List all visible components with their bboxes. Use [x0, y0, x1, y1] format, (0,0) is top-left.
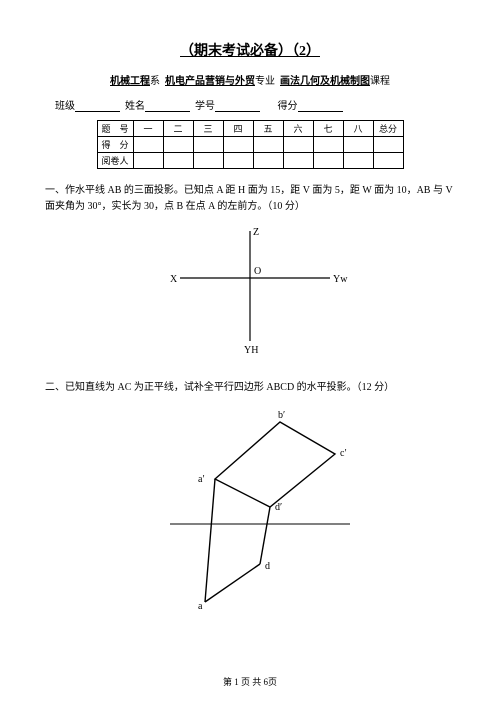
table-row: 题 号 一 二 三 四 五 六 七 八 总分 [97, 121, 403, 137]
cell [373, 137, 403, 153]
upper-parallelogram [215, 422, 335, 507]
page-footer: 第 1 页 共 6页 [0, 675, 500, 688]
score-blank [298, 102, 343, 112]
id-blank [215, 102, 260, 112]
cell [193, 153, 223, 169]
col-h-8: 总分 [373, 121, 403, 137]
cell [313, 153, 343, 169]
label-x: X [170, 274, 178, 285]
label-cp: c′ [340, 448, 347, 459]
row-label-0: 题 号 [97, 121, 133, 137]
col-h-6: 七 [313, 121, 343, 137]
col-h-1: 二 [163, 121, 193, 137]
label-o: O [254, 266, 261, 277]
col-h-0: 一 [133, 121, 163, 137]
cell [223, 153, 253, 169]
row-label-1: 得 分 [97, 137, 133, 153]
header-line: 机械工程系 机电产品营销与外贸专业 画法几何及机械制图课程 [45, 72, 455, 87]
cell [253, 137, 283, 153]
cell [343, 137, 373, 153]
cell [253, 153, 283, 169]
info-line: 班级 姓名 学号 得分 [45, 97, 455, 112]
diagram-1: Z X Yw YH O [45, 223, 455, 366]
class-label: 班级 [55, 101, 75, 112]
cell [223, 137, 253, 153]
label-ap: a′ [198, 474, 205, 485]
cell [133, 137, 163, 153]
cell [313, 137, 343, 153]
label-yw: Yw [333, 274, 348, 285]
cell [193, 137, 223, 153]
name-blank [145, 102, 190, 112]
col-h-5: 六 [283, 121, 313, 137]
cell [343, 153, 373, 169]
cell [283, 137, 313, 153]
label-dp: d′ [275, 502, 282, 513]
col-h-4: 五 [253, 121, 283, 137]
major: 机电产品营销与外贸 [165, 76, 255, 87]
course-suffix: 课程 [370, 76, 390, 87]
dept-suffix: 系 [150, 76, 160, 87]
exam-title: （期末考试必备）（2） [45, 40, 455, 60]
cell [163, 153, 193, 169]
class-blank [75, 102, 120, 112]
col-h-2: 三 [193, 121, 223, 137]
table-row: 阅卷人 [97, 153, 403, 169]
id-label: 学号 [195, 101, 215, 112]
col-h-3: 四 [223, 121, 253, 137]
parallelogram-svg: a′ b′ c′ d′ d a [120, 404, 380, 609]
col-h-7: 八 [343, 121, 373, 137]
cell [283, 153, 313, 169]
dept: 机械工程 [110, 76, 150, 87]
label-yh: YH [244, 345, 258, 356]
cell [163, 137, 193, 153]
cell [373, 153, 403, 169]
score-label: 得分 [278, 101, 298, 112]
label-d: d [265, 561, 270, 572]
score-table: 题 号 一 二 三 四 五 六 七 八 总分 得 分 阅卷人 [97, 120, 404, 169]
major-suffix: 专业 [255, 76, 275, 87]
label-a: a [198, 601, 203, 609]
course: 画法几何及机械制图 [280, 76, 370, 87]
question-2: 二、已知直线为 AC 为正平线，试补全平行四边形 ABCD 的水平投影。（12 … [45, 380, 455, 396]
table-row: 得 分 [97, 137, 403, 153]
row-label-2: 阅卷人 [97, 153, 133, 169]
label-z: Z [253, 227, 259, 238]
axes-svg: Z X Yw YH O [140, 223, 360, 363]
question-1: 一、作水平线 AB 的三面投影。已知点 A 距 H 面为 15，距 V 面为 5… [45, 183, 455, 215]
line-dp-d [260, 507, 270, 564]
line-ap-a [205, 479, 215, 602]
name-label: 姓名 [125, 101, 145, 112]
line-a-d [205, 564, 260, 602]
cell [133, 153, 163, 169]
label-bp: b′ [278, 410, 285, 421]
diagram-2: a′ b′ c′ d′ d a [45, 404, 455, 612]
